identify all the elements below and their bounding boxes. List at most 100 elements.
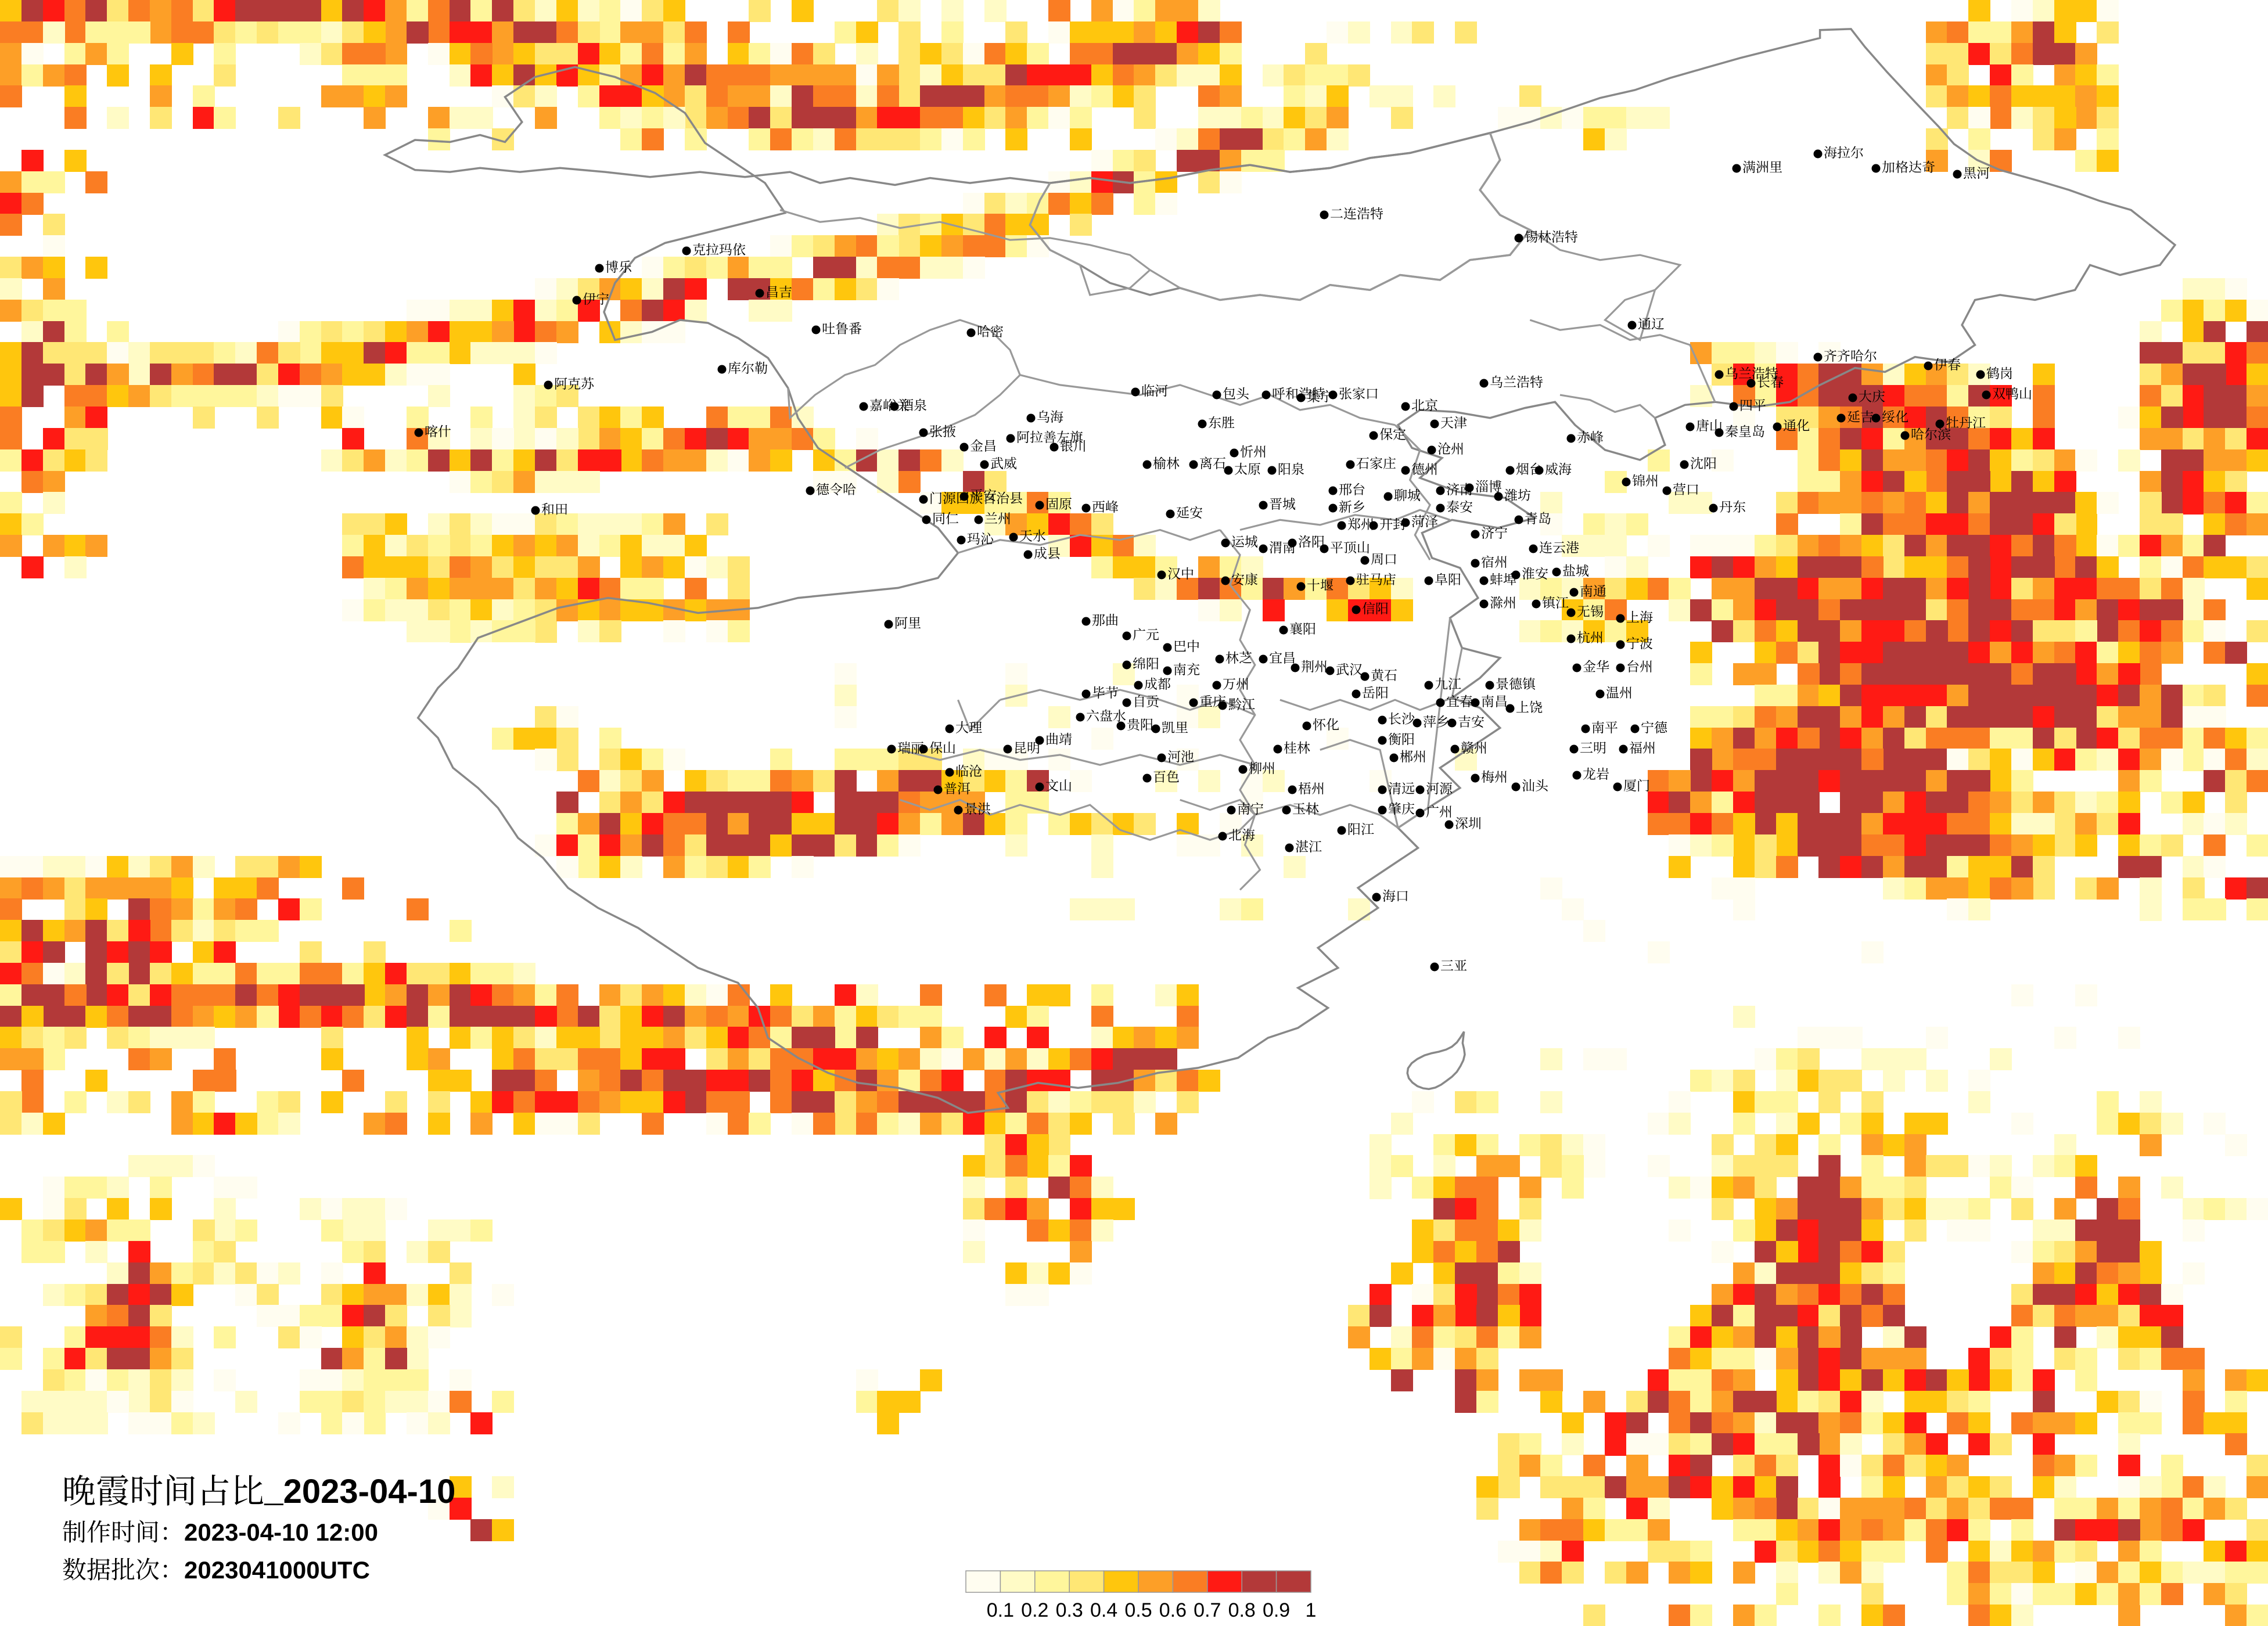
svg-text:巴中: 巴中 <box>1173 636 1200 655</box>
svg-text:聊城: 聊城 <box>1394 485 1421 504</box>
svg-text:三明: 三明 <box>1580 738 1606 757</box>
svg-text:玉林: 玉林 <box>1292 798 1319 818</box>
svg-text:宁德: 宁德 <box>1641 717 1667 736</box>
svg-text:南平: 南平 <box>1591 717 1618 736</box>
svg-text:上海: 上海 <box>1626 607 1653 626</box>
svg-text:平顶山: 平顶山 <box>1330 537 1370 556</box>
svg-text:沈阳: 沈阳 <box>1690 453 1717 472</box>
svg-text:百色: 百色 <box>1153 767 1180 786</box>
svg-text:0.6: 0.6 <box>1159 1599 1187 1621</box>
svg-text:库尔勒: 库尔勒 <box>728 358 768 377</box>
svg-text:信阳: 信阳 <box>1362 598 1389 617</box>
svg-text:广州: 广州 <box>1426 801 1453 821</box>
svg-text:菏泽: 菏泽 <box>1411 511 1438 530</box>
svg-text:杭州: 杭州 <box>1577 627 1604 646</box>
svg-text:深圳: 深圳 <box>1455 813 1482 832</box>
svg-text:萍乡: 萍乡 <box>1423 711 1450 731</box>
svg-text:成县: 成县 <box>1034 543 1061 562</box>
svg-text:保定: 保定 <box>1379 424 1406 443</box>
svg-text:龙岩: 龙岩 <box>1583 764 1609 783</box>
svg-text:四平: 四平 <box>1739 395 1766 414</box>
svg-text:梧州: 梧州 <box>1298 778 1325 797</box>
svg-text:延安: 延安 <box>1176 502 1203 521</box>
svg-text:周口: 周口 <box>1371 549 1397 568</box>
svg-text:淮安: 淮安 <box>1522 563 1548 582</box>
svg-text:北京: 北京 <box>1411 395 1438 414</box>
svg-text:临河: 临河 <box>1141 380 1168 400</box>
svg-text:驻马店: 驻马店 <box>1356 569 1396 588</box>
svg-text:太原: 太原 <box>1234 459 1261 478</box>
svg-text:宁波: 宁波 <box>1626 633 1653 652</box>
svg-text:锡林浩特: 锡林浩特 <box>1525 226 1578 246</box>
svg-text:河源: 河源 <box>1426 778 1453 797</box>
svg-text:东胜: 东胜 <box>1208 412 1235 431</box>
svg-text:加格达奇: 加格达奇 <box>1882 157 1935 176</box>
svg-text:1: 1 <box>1306 1599 1317 1621</box>
svg-text:张家口: 张家口 <box>1339 383 1379 402</box>
svg-text:二连浩特: 二连浩特 <box>1330 203 1383 222</box>
svg-text:通辽: 通辽 <box>1638 314 1665 333</box>
svg-text:齐齐哈尔: 齐齐哈尔 <box>1824 346 1877 365</box>
svg-text:包头: 包头 <box>1223 383 1249 402</box>
svg-text:襄阳: 襄阳 <box>1289 618 1316 638</box>
svg-text:宜昌: 宜昌 <box>1269 647 1296 667</box>
svg-text:双鸭山: 双鸭山 <box>1992 383 2032 402</box>
svg-text:0.4: 0.4 <box>1090 1599 1117 1621</box>
svg-text:厦门: 厦门 <box>1623 775 1650 794</box>
svg-text:通化: 通化 <box>1783 415 1810 434</box>
svg-text:忻州: 忻州 <box>1240 441 1267 461</box>
svg-text:广元: 广元 <box>1133 624 1159 643</box>
svg-text:台州: 台州 <box>1626 656 1653 675</box>
svg-text:乌兰浩特: 乌兰浩特 <box>1490 372 1543 391</box>
svg-text:阿拉善左旗: 阿拉善左旗 <box>1016 427 1083 446</box>
svg-text:万州: 万州 <box>1223 674 1249 693</box>
svg-text:石家庄: 石家庄 <box>1356 453 1396 472</box>
svg-text:文山: 文山 <box>1045 775 1072 794</box>
svg-text:黔江: 黔江 <box>1228 694 1255 713</box>
svg-text:那曲: 那曲 <box>1092 610 1119 629</box>
svg-text:保山: 保山 <box>929 738 956 757</box>
svg-text:天津: 天津 <box>1440 412 1467 431</box>
svg-text:桂林: 桂林 <box>1284 738 1310 757</box>
svg-text:吉安: 吉安 <box>1458 711 1485 731</box>
svg-text:阳泉: 阳泉 <box>1278 459 1304 478</box>
svg-text:武威: 武威 <box>990 453 1017 472</box>
svg-text:临沧: 临沧 <box>955 761 982 780</box>
svg-text:普洱: 普洱 <box>944 778 971 797</box>
svg-text:湛江: 湛江 <box>1295 836 1322 855</box>
svg-text:哈尔滨: 哈尔滨 <box>1911 424 1951 443</box>
svg-text:南通: 南通 <box>1580 581 1606 600</box>
svg-text:兰州: 兰州 <box>984 508 1011 527</box>
svg-text:贵阳: 贵阳 <box>1127 714 1153 733</box>
svg-text:温州: 温州 <box>1606 682 1633 702</box>
svg-text:张掖: 张掖 <box>929 421 956 440</box>
svg-text:威海: 威海 <box>1545 459 1572 478</box>
svg-text:金华: 金华 <box>1583 656 1609 675</box>
svg-text:满洲里: 满洲里 <box>1742 157 1782 176</box>
svg-text:无锡: 无锡 <box>1577 601 1604 620</box>
svg-text:大理: 大理 <box>955 717 982 736</box>
svg-text:海拉尔: 海拉尔 <box>1824 142 1864 161</box>
svg-text:汕头: 汕头 <box>1522 775 1548 794</box>
svg-text:阳江: 阳江 <box>1347 819 1374 838</box>
svg-text:滁州: 滁州 <box>1490 592 1516 611</box>
svg-text:沧州: 沧州 <box>1437 438 1464 458</box>
svg-text:金昌: 金昌 <box>970 436 997 455</box>
svg-text:开封: 开封 <box>1379 514 1406 533</box>
svg-text:博乐: 博乐 <box>605 257 632 276</box>
svg-text:伊宁: 伊宁 <box>583 289 609 308</box>
svg-text:柳州: 柳州 <box>1249 758 1275 777</box>
svg-text:镇江: 镇江 <box>1542 592 1569 611</box>
svg-text:德州: 德州 <box>1411 459 1438 478</box>
svg-text:喀什: 喀什 <box>425 421 451 440</box>
svg-text:西峰: 西峰 <box>1092 497 1119 516</box>
svg-text:绵阳: 绵阳 <box>1133 653 1159 672</box>
svg-text:十堰: 十堰 <box>1307 575 1334 594</box>
svg-text:赣州: 赣州 <box>1461 738 1487 757</box>
svg-text:景德镇: 景德镇 <box>1496 674 1536 693</box>
svg-text:新乡: 新乡 <box>1339 497 1365 516</box>
svg-text:连云港: 连云港 <box>1539 537 1579 556</box>
svg-text:景洪: 景洪 <box>964 798 991 818</box>
svg-text:0.9: 0.9 <box>1263 1599 1290 1621</box>
svg-text:汉中: 汉中 <box>1167 563 1194 582</box>
